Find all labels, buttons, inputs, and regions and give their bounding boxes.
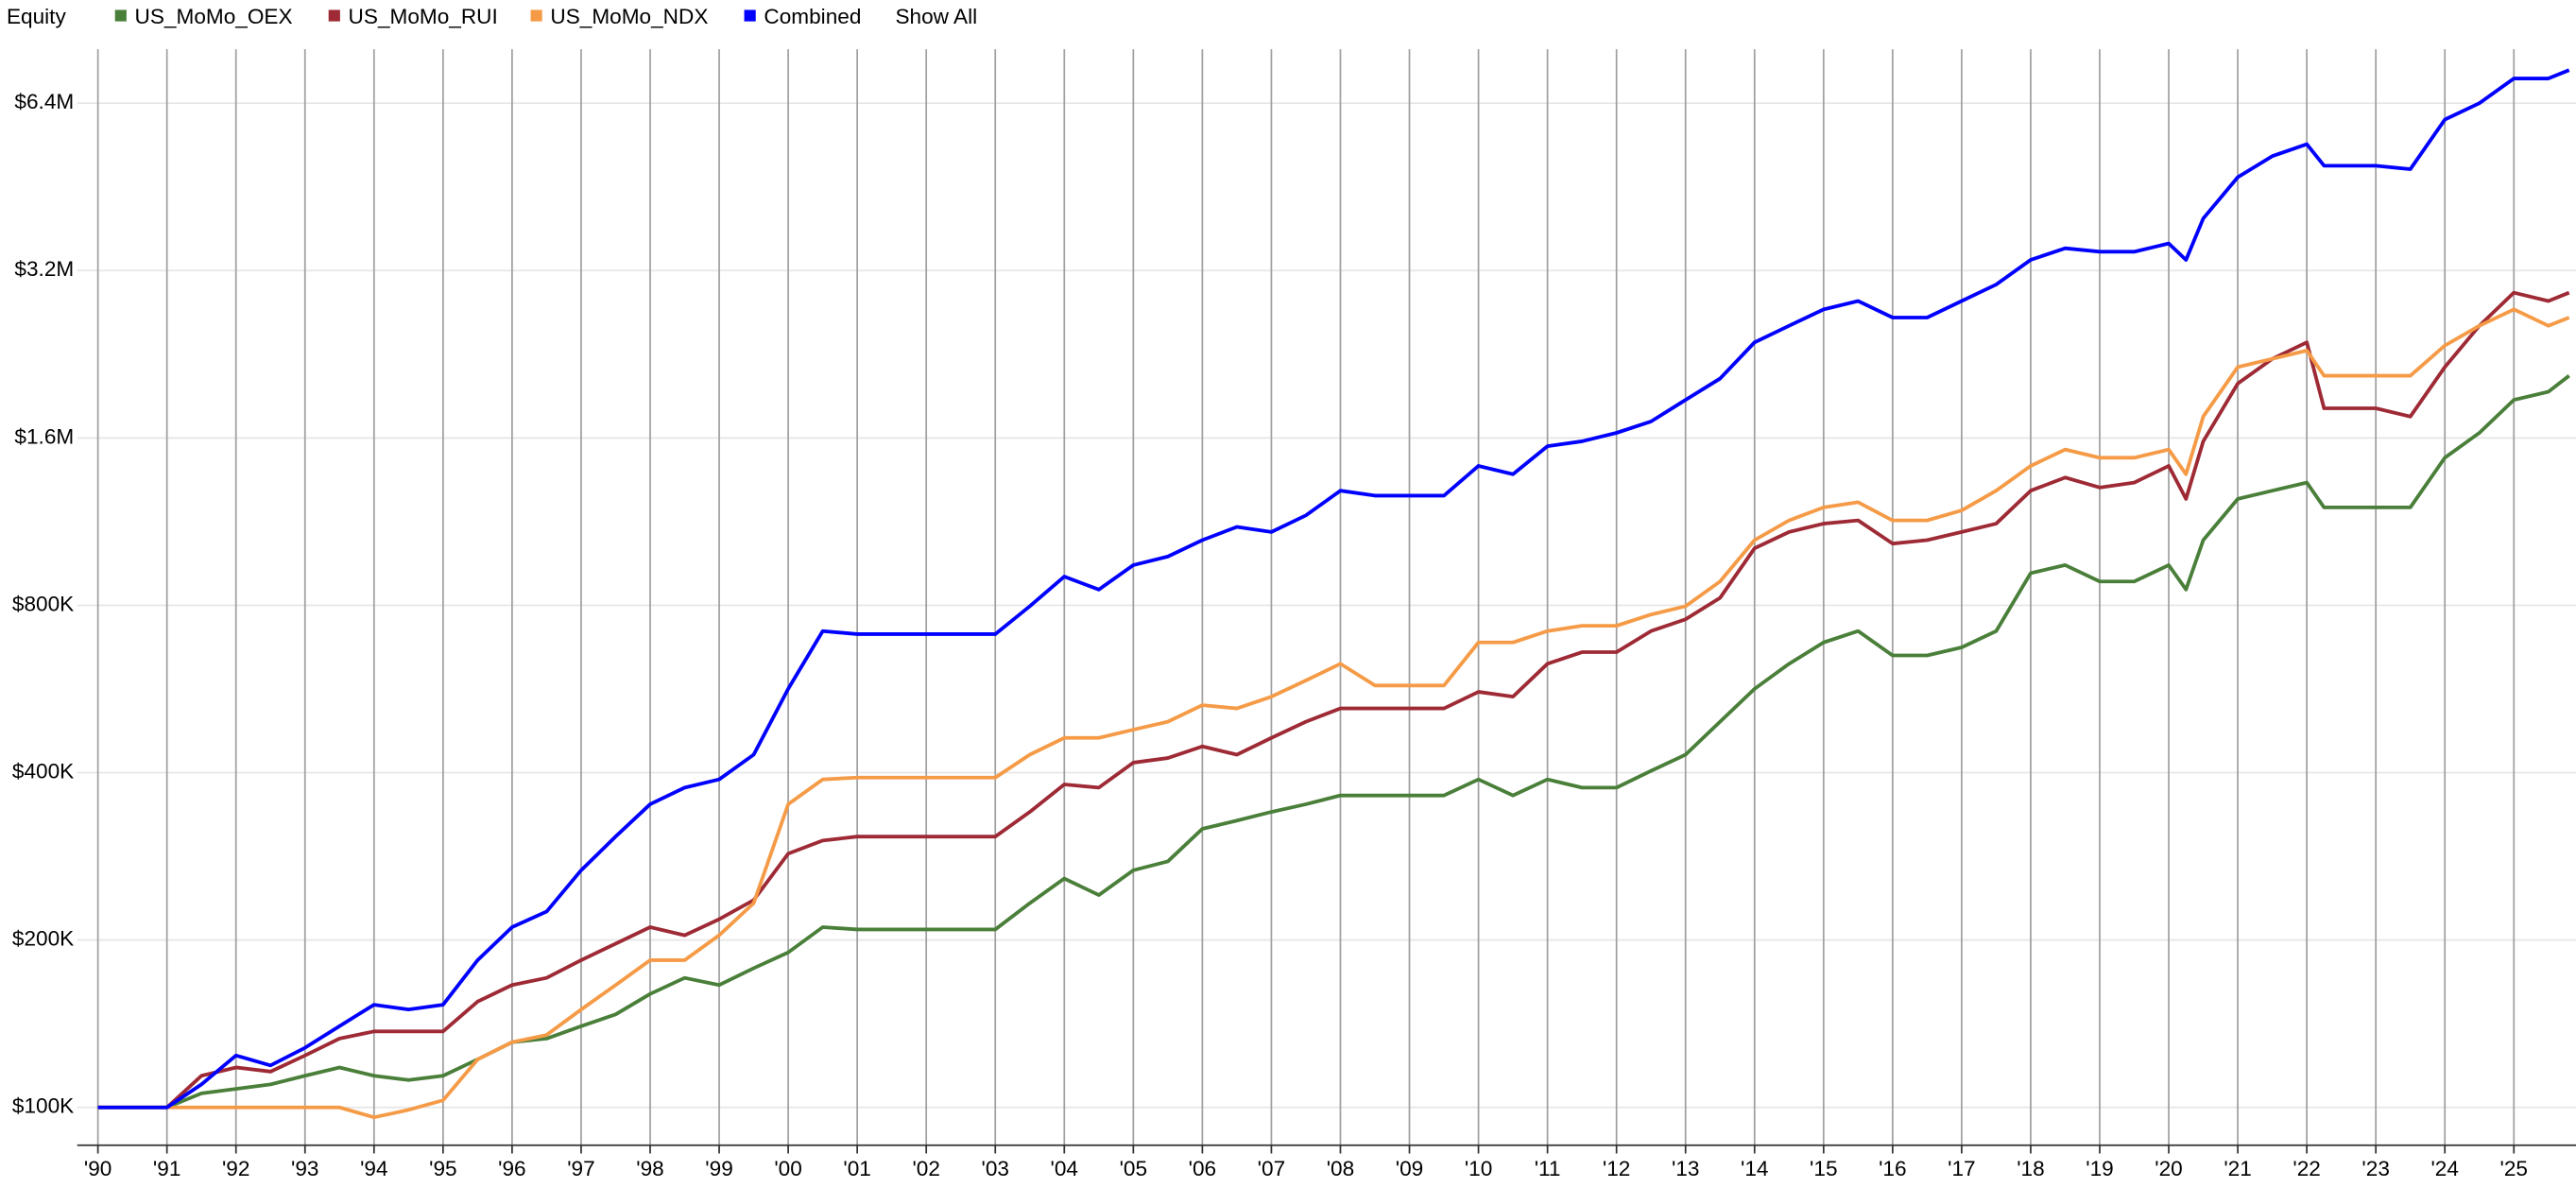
x-tick-label: '99 bbox=[705, 1157, 732, 1180]
x-tick-label: '91 bbox=[153, 1157, 180, 1180]
x-tick-label: '16 bbox=[1879, 1157, 1906, 1180]
x-tick-label: '25 bbox=[2500, 1157, 2528, 1180]
x-tick-label: '24 bbox=[2430, 1157, 2458, 1180]
series-line bbox=[97, 68, 2570, 1110]
legend-label[interactable]: US_MoMo_NDX bbox=[550, 5, 708, 28]
x-tick-label: '92 bbox=[222, 1157, 249, 1180]
series-line bbox=[97, 290, 2570, 1110]
x-tick-label: '18 bbox=[2017, 1157, 2044, 1180]
legend-swatch[interactable] bbox=[328, 9, 340, 22]
x-tick-label: '17 bbox=[1948, 1157, 1975, 1180]
y-tick-label: $1.6M bbox=[14, 424, 74, 448]
legend-label[interactable]: US_MoMo_OEX bbox=[135, 5, 293, 28]
x-tick-label: '96 bbox=[498, 1157, 525, 1180]
x-tick-label: '13 bbox=[1672, 1157, 1699, 1180]
chart-title: Equity bbox=[7, 5, 66, 28]
x-tick-label: '21 bbox=[2224, 1157, 2251, 1180]
x-tick-label: '07 bbox=[1258, 1157, 1285, 1180]
x-tick-label: '11 bbox=[1535, 1157, 1561, 1180]
x-tick-label: '95 bbox=[429, 1157, 456, 1180]
x-tick-label: '23 bbox=[2361, 1157, 2389, 1180]
x-tick-label: '15 bbox=[1810, 1157, 1837, 1180]
x-tick-label: '00 bbox=[774, 1157, 801, 1180]
x-tick-label: '98 bbox=[636, 1157, 663, 1180]
y-tick-label: $200K bbox=[12, 927, 74, 951]
legend-swatch[interactable] bbox=[530, 9, 542, 22]
show-all-button[interactable]: Show All bbox=[895, 5, 977, 28]
x-tick-label: '90 bbox=[84, 1157, 112, 1180]
x-tick-label: '19 bbox=[2086, 1157, 2113, 1180]
x-tick-label: '94 bbox=[360, 1157, 387, 1180]
series-line bbox=[97, 307, 2570, 1120]
x-tick-label: '10 bbox=[1465, 1157, 1492, 1180]
x-tick-label: '97 bbox=[567, 1157, 594, 1180]
y-tick-label: $800K bbox=[12, 592, 74, 615]
x-tick-label: '14 bbox=[1741, 1157, 1768, 1180]
x-tick-label: '12 bbox=[1603, 1157, 1630, 1180]
y-tick-label: $400K bbox=[12, 760, 74, 783]
x-tick-label: '06 bbox=[1189, 1157, 1216, 1180]
y-tick-label: $6.4M bbox=[14, 90, 74, 113]
y-tick-label: $3.2M bbox=[14, 257, 74, 281]
series-line bbox=[97, 374, 2570, 1110]
legend-swatch[interactable] bbox=[744, 9, 756, 22]
x-tick-label: '03 bbox=[982, 1157, 1009, 1180]
legend-label[interactable]: US_MoMo_RUI bbox=[349, 5, 498, 28]
x-tick-label: '05 bbox=[1120, 1157, 1147, 1180]
x-tick-label: '01 bbox=[843, 1157, 870, 1180]
x-tick-label: '09 bbox=[1396, 1157, 1423, 1180]
x-tick-label: '20 bbox=[2155, 1157, 2182, 1180]
x-tick-label: '93 bbox=[291, 1157, 318, 1180]
legend-label[interactable]: Combined bbox=[764, 5, 861, 28]
x-tick-label: '22 bbox=[2293, 1157, 2320, 1180]
x-tick-label: '04 bbox=[1051, 1157, 1078, 1180]
legend-swatch[interactable] bbox=[114, 9, 127, 22]
x-tick-label: '08 bbox=[1327, 1157, 1354, 1180]
y-tick-label: $100K bbox=[12, 1094, 74, 1118]
x-tick-label: '02 bbox=[912, 1157, 939, 1180]
